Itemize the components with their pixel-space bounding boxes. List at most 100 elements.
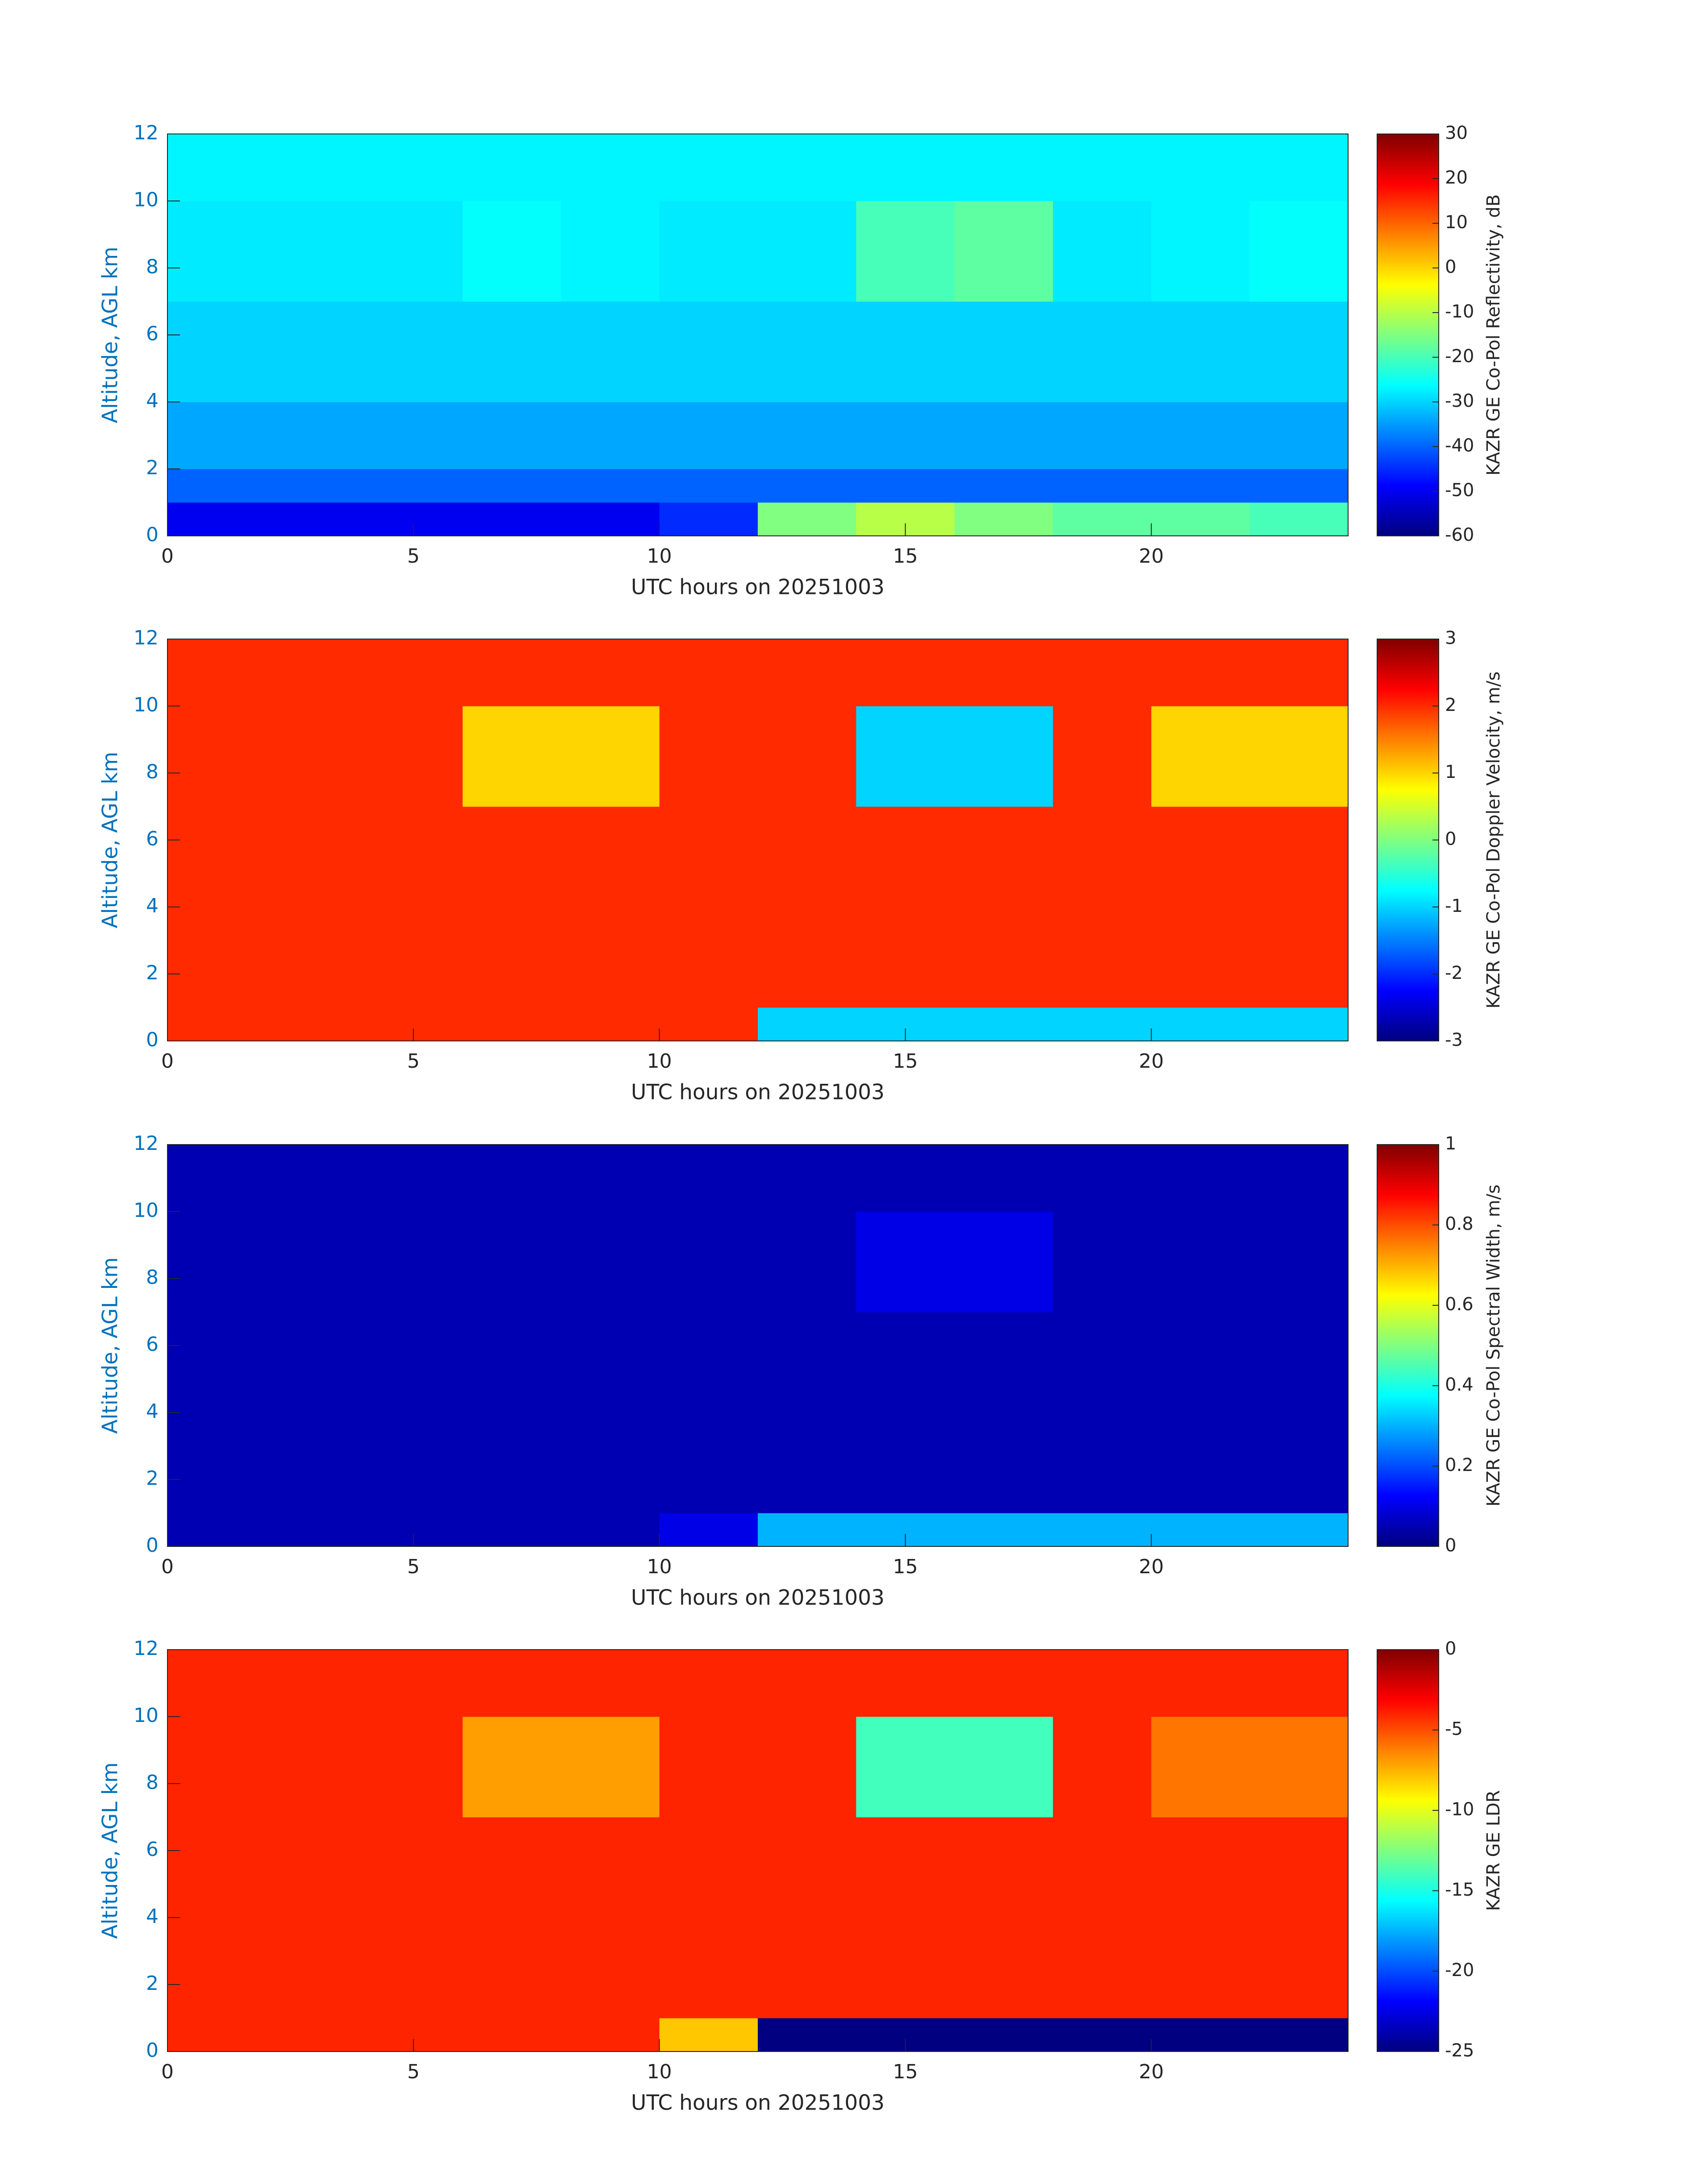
colorbar-tick-label: -10 xyxy=(1445,301,1474,322)
y-tick-label: 8 xyxy=(146,1266,159,1289)
heatmap-cell xyxy=(463,1007,561,1041)
y-axis-label: Altitude, AGL km xyxy=(98,1762,123,1939)
x-tick-label: 15 xyxy=(893,2060,918,2083)
x-tick-label: 5 xyxy=(407,1555,420,1578)
heatmap-cell xyxy=(266,402,365,469)
heatmap-cell xyxy=(561,502,660,536)
heatmap-cell xyxy=(1249,2018,1349,2052)
y-tick-label: 0 xyxy=(146,1028,159,1051)
heatmap-cell xyxy=(266,201,365,302)
colorbar-tick-label: -1 xyxy=(1445,896,1463,916)
heatmap-cell xyxy=(1151,806,1250,907)
heatmap-cell xyxy=(561,2018,660,2052)
x-tick-label: 15 xyxy=(893,1555,918,1578)
heatmap-cell xyxy=(856,1479,955,1513)
heatmap-cell xyxy=(364,1918,463,1985)
heatmap-cell xyxy=(266,134,365,201)
heatmap-cell xyxy=(463,402,561,469)
heatmap-cell xyxy=(266,806,365,907)
y-tick-label: 6 xyxy=(146,322,159,345)
heatmap-cell xyxy=(266,1212,365,1312)
heatmap-cell xyxy=(1249,301,1349,402)
heatmap-cell xyxy=(1053,1145,1152,1212)
y-tick-label: 0 xyxy=(146,2039,159,2062)
y-tick-label: 10 xyxy=(134,1199,159,1222)
heatmap-cell xyxy=(463,1312,561,1413)
heatmap-cell xyxy=(1151,1212,1250,1312)
heatmap-cell xyxy=(364,301,463,402)
colorbar-tick-label: -50 xyxy=(1445,480,1474,501)
y-tick-label: 6 xyxy=(146,1838,159,1861)
heatmap-cell xyxy=(954,1513,1053,1547)
heatmap-cell xyxy=(1053,907,1152,974)
colorbar xyxy=(1377,639,1439,1041)
heatmap-cell xyxy=(167,1412,266,1480)
x-tick-label: 10 xyxy=(647,1555,672,1578)
heatmap-cell xyxy=(659,706,758,807)
heatmap-cell xyxy=(659,134,758,201)
heatmap-cell xyxy=(167,1312,266,1413)
heatmap-cell xyxy=(266,469,365,503)
heatmap-cell xyxy=(1249,201,1349,302)
heatmap-cell xyxy=(1249,974,1349,1008)
colorbar-tick-label: 2 xyxy=(1445,695,1456,715)
heatmap-cell xyxy=(561,1479,660,1513)
heatmap-cell xyxy=(1053,1918,1152,1985)
heatmap-cell xyxy=(1151,1650,1250,1717)
heatmap-cell xyxy=(758,2018,856,2052)
heatmap-cell xyxy=(659,974,758,1008)
heatmap-cell xyxy=(364,1479,463,1513)
colorbar-tick-label: 1 xyxy=(1445,762,1456,782)
heatmap-cell xyxy=(561,639,660,706)
heatmap-cell xyxy=(1053,1412,1152,1480)
x-tick-label: 10 xyxy=(647,545,672,568)
colorbar-label: KAZR GE LDR xyxy=(1483,1790,1504,1911)
heatmap-cell xyxy=(1053,402,1152,469)
x-axis-label: UTC hours on 20251003 xyxy=(631,575,885,600)
heatmap-cell xyxy=(1249,706,1349,807)
heatmap-cell xyxy=(266,1513,365,1547)
heatmap-cell xyxy=(463,1918,561,1985)
heatmap-cell xyxy=(1151,1817,1250,1918)
heatmap-cell xyxy=(1151,201,1250,302)
heatmap-cell xyxy=(463,201,561,302)
heatmap-cell xyxy=(659,1817,758,1918)
heatmap-cell xyxy=(364,907,463,974)
heatmap-cell xyxy=(856,1717,955,1818)
heatmap-cell xyxy=(1249,806,1349,907)
heatmap-cell xyxy=(167,1650,266,1717)
y-tick-label: 12 xyxy=(134,1637,159,1660)
y-tick-label: 10 xyxy=(134,188,159,211)
x-tick-label: 0 xyxy=(161,1050,174,1073)
heatmap-cell xyxy=(954,469,1053,503)
heatmap-cell xyxy=(1249,1007,1349,1041)
heatmap-cell xyxy=(659,1479,758,1513)
heatmap-cell xyxy=(364,134,463,201)
heatmap-cell xyxy=(167,907,266,974)
y-tick-label: 12 xyxy=(134,1132,159,1155)
heatmap-cell xyxy=(463,639,561,706)
heatmap-cell xyxy=(463,1513,561,1547)
heatmap-cell xyxy=(758,806,856,907)
heatmap-cell xyxy=(954,1007,1053,1041)
heatmap-cell xyxy=(266,2018,365,2052)
y-tick-label: 0 xyxy=(146,1534,159,1557)
x-tick-label: 10 xyxy=(647,2060,672,2083)
heatmap-cell xyxy=(266,301,365,402)
heatmap-cell xyxy=(1249,1717,1349,1818)
heatmap-cell xyxy=(1151,301,1250,402)
heatmap-cell xyxy=(463,1145,561,1212)
heatmap-cell xyxy=(659,639,758,706)
heatmap-cell xyxy=(1249,502,1349,536)
heatmap-cell xyxy=(954,134,1053,201)
heatmap-cell xyxy=(561,1212,660,1312)
y-axis-label: Altitude, AGL km xyxy=(98,752,123,928)
heatmap-cell xyxy=(1249,1985,1349,2018)
y-tick-label: 2 xyxy=(146,1467,159,1490)
heatmap-cell xyxy=(856,201,955,302)
heatmap-cell xyxy=(561,1985,660,2018)
heatmap-cell xyxy=(266,1007,365,1041)
heatmap-cell xyxy=(1053,1312,1152,1413)
heatmap-cell xyxy=(561,1817,660,1918)
heatmap-cell xyxy=(266,1717,365,1818)
